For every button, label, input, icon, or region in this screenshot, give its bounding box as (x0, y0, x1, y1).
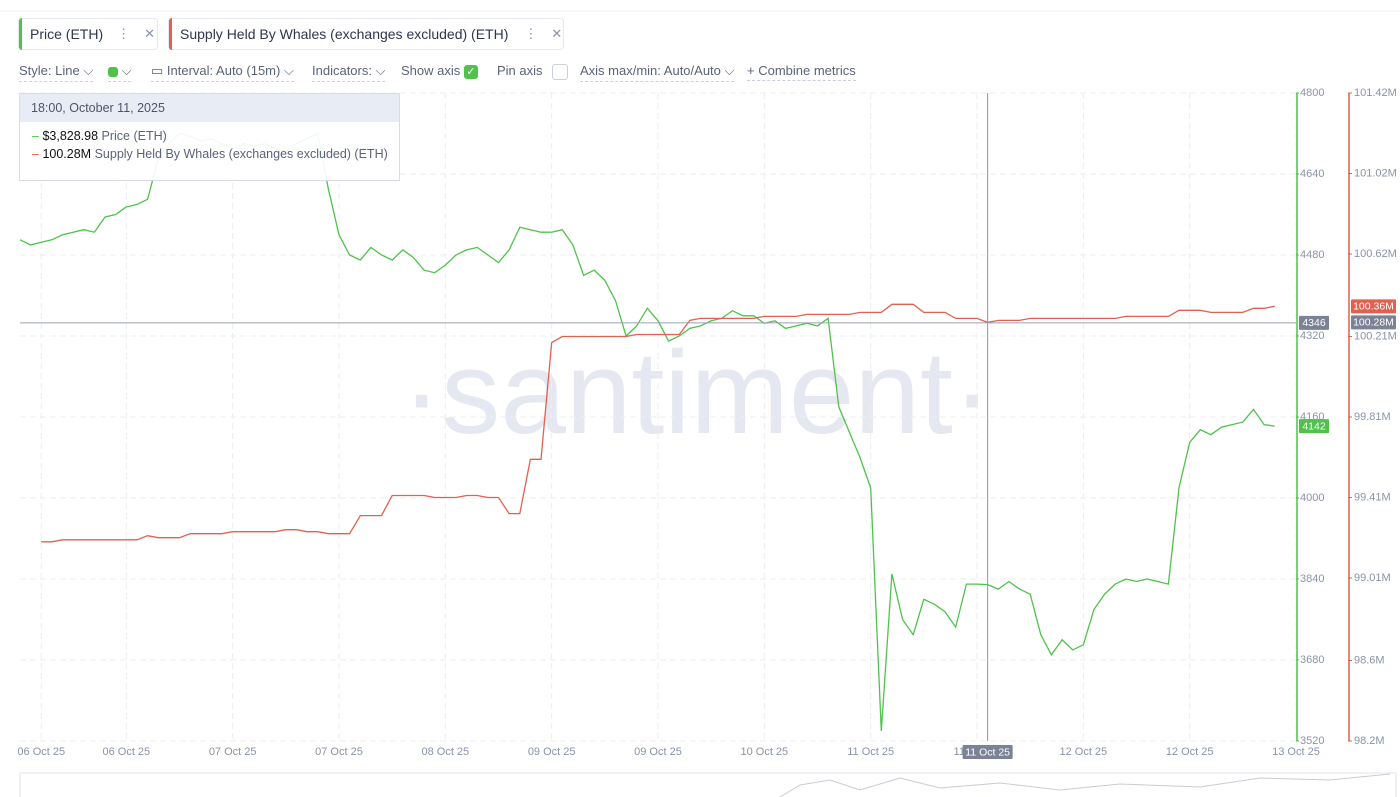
axis-minmax[interactable]: Axis max/min: Auto/Auto ⌵ (580, 63, 735, 82)
y2-tick-label: 99.81M (1354, 411, 1391, 423)
y-tick-label: 3520 (1300, 735, 1324, 747)
navigator (19, 772, 1397, 797)
last-value-badge: 100.36M (1353, 301, 1394, 313)
y2-tick-label: 100.21M (1354, 330, 1397, 342)
x-tick-label: 07 Oct 25 (209, 746, 257, 758)
y2-tick-label: 99.41M (1354, 491, 1391, 503)
tab-menu[interactable]: ⋮ (117, 26, 131, 41)
y-tick-label: 4800 (1300, 87, 1324, 99)
pin-axis[interactable]: Pin axis (497, 63, 569, 82)
x-tick-label: 12 Oct 25 (1059, 746, 1107, 758)
y2-tick-label: 101.02M (1354, 167, 1397, 179)
x-tick-label: 06 Oct 25 (102, 746, 150, 758)
style-label: Style: Line (19, 63, 80, 78)
y2-tick-label: 99.01M (1354, 572, 1391, 584)
tooltip-time: 18:00, October 11, 2025 (20, 94, 399, 122)
x-tick-label: 06 Oct 25 (17, 746, 65, 758)
tab-color (19, 18, 22, 50)
crosshair-x-label: 11 Oct 25 (965, 746, 1010, 758)
metric-tab[interactable]: Supply Held By Whales (exchanges exclude… (168, 18, 564, 50)
y-tick-label: 4000 (1300, 492, 1324, 504)
tab-close[interactable]: ✕ (144, 26, 156, 41)
watermark: ·santiment· (402, 327, 992, 459)
y-tick-label: 3680 (1300, 654, 1324, 666)
x-tick-label: 11 Oct 25 (847, 746, 894, 758)
x-tick-label: 12 Oct 25 (1166, 746, 1214, 758)
crosshair-y2-label-bg (1351, 315, 1396, 330)
axis-minmax-label: Axis max/min: Auto/Auto (580, 63, 721, 78)
last-value-badge: 4142 (1302, 420, 1326, 432)
interval-label: Interval: Auto (15m) (166, 63, 281, 78)
x-tick-label: 13 Oct 25 (1272, 746, 1320, 758)
tooltip-metric: Supply Held By Whales (exchanges exclude… (94, 147, 388, 161)
x-tick-label: 07 Oct 25 (315, 746, 363, 758)
tooltip-value: $3,828.98 (42, 129, 99, 143)
metric-tab[interactable]: Price (ETH) ⋮ ✕ (18, 18, 158, 50)
color-swatch (108, 66, 118, 77)
x-tick-label: 08 Oct 25 (421, 746, 469, 758)
y-tick-label: 3840 (1300, 573, 1324, 585)
pin-axis-label: Pin axis (497, 63, 543, 78)
indicators-label: Indicators: (312, 63, 372, 78)
last-value-badge-bg (1351, 299, 1396, 314)
x-tick-label: 10 Oct 25 (740, 746, 788, 758)
tab-menu[interactable]: ⋮ (524, 26, 538, 41)
navigator-line (779, 773, 1391, 797)
tab-close[interactable]: ✕ (551, 26, 563, 41)
crosshair-y-label-bg (1299, 315, 1329, 330)
pin-axis-checkbox[interactable] (552, 63, 569, 80)
show-axis-label: Show axis (401, 63, 461, 78)
series-line (41, 303, 1275, 543)
combine-label: Combine metrics (758, 63, 856, 78)
tab-color (169, 18, 172, 50)
show-axis[interactable]: Show axis ✓ (401, 63, 478, 81)
crosshair-y2-label: 100.28M (1353, 317, 1394, 329)
y-tick-label: 4320 (1300, 330, 1324, 342)
y2-tick-label: 101.42M (1354, 87, 1397, 99)
last-value-badge-bg (1299, 419, 1329, 434)
tooltip: 18:00, October 11, 2025 – $3,828.98 Pric… (19, 93, 400, 181)
y2-tick-label: 98.2M (1354, 735, 1385, 747)
tooltip-metric: Price (ETH) (101, 129, 167, 143)
x-tick-label: 09 Oct 25 (634, 746, 682, 758)
tooltip-row: – 100.28M Supply Held By Whales (exchang… (32, 147, 388, 161)
crosshair-x-label-bg (962, 745, 1013, 759)
y2-tick-label: 100.62M (1354, 248, 1397, 260)
crosshair-y-label: 4346 (1302, 317, 1326, 329)
tooltip-value: 100.28M (42, 147, 92, 161)
style-select[interactable]: Style: Line ⌵ (19, 63, 94, 82)
show-axis-checkbox[interactable]: ✓ (463, 64, 478, 79)
interval-select[interactable]: ▭ Interval: Auto (15m) ⌵ (151, 63, 294, 82)
color-select[interactable]: ⌵ (108, 63, 132, 82)
tab-label: Supply Held By Whales (exchanges exclude… (180, 26, 509, 42)
tab-label: Price (ETH) (30, 26, 104, 42)
y-tick-label: 4480 (1300, 249, 1324, 261)
tooltip-row: – $3,828.98 Price (ETH) (32, 129, 167, 143)
y2-tick-label: 98.6M (1354, 654, 1385, 666)
y-tick-label: 4640 (1300, 168, 1324, 180)
indicators-select[interactable]: Indicators: ⌵ (312, 63, 386, 82)
x-tick-label: 09 Oct 25 (528, 746, 576, 758)
combine-metrics[interactable]: + Combine metrics (747, 63, 856, 81)
